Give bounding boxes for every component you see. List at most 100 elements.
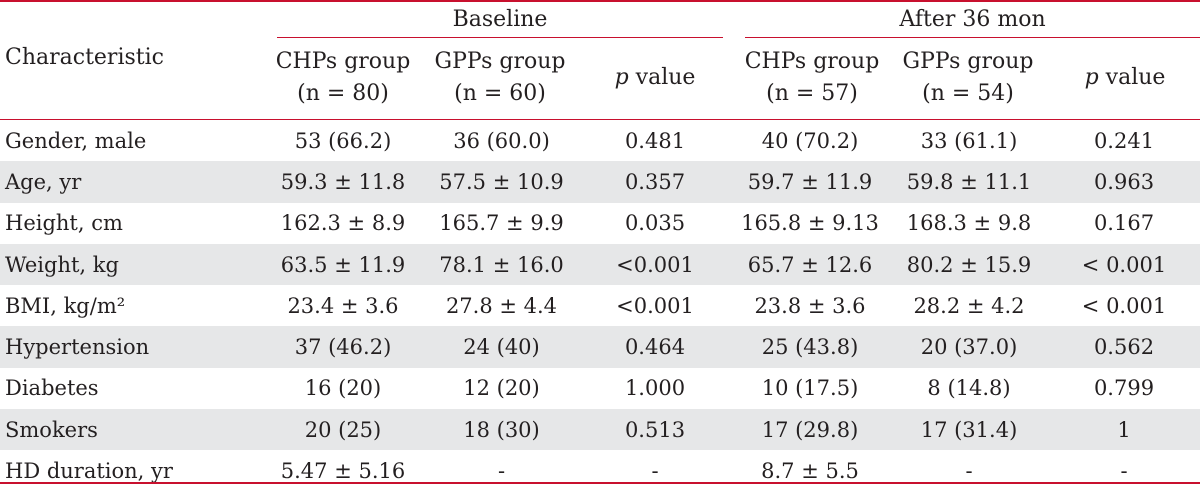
baseline-gpps-cell: -: [497, 459, 506, 484]
table-row: Height, cm 162.3 ± 8.9 165.7 ± 9.9 0.035…: [0, 203, 1200, 244]
after-gpps-cell: -: [965, 459, 973, 484]
row-label: HD duration, yr: [5, 459, 173, 484]
row-label: Gender, male: [5, 128, 147, 153]
top-rule: [0, 0, 1200, 2]
baseline-chps-group-header: CHPs group (n = 80): [263, 46, 423, 110]
table-row: HD duration, yr 5.47 ± 5.16 - - 8.7 ± 5.…: [0, 450, 1200, 491]
after-gpps-cell: 20 (37.0): [890, 326, 1048, 368]
baseline-p-cell: 0.513: [580, 409, 730, 451]
value-word: value: [628, 65, 696, 90]
table-row: Gender, male 53 (66.2) 36 (60.0) 0.481 4…: [0, 120, 1200, 161]
p-symbol: p: [614, 65, 629, 90]
row-label: Smokers: [0, 409, 263, 451]
after-p-cell: < 0.001: [1048, 243, 1200, 286]
value-word: value: [1098, 65, 1166, 90]
baseline-gpps-cell: 24 (40): [423, 326, 580, 368]
after-chps-group-header: CHPs group (n = 57): [732, 46, 892, 110]
baseline-gpps-cell: 36 (60.0): [453, 128, 550, 153]
baseline-chps-cell: 16 (20): [304, 376, 382, 401]
baseline-gpps-cell: 165.7 ± 9.9: [439, 211, 564, 236]
after-chps-cell: 17 (29.8): [730, 409, 890, 451]
bottom-rule: [0, 482, 1200, 484]
baseline-p-cell: <0.001: [580, 243, 730, 286]
baseline-gpps-cell: 27.8 ± 4.4: [445, 293, 558, 318]
baseline-chps-cell: 53 (66.2): [294, 128, 392, 153]
row-label: Hypertension: [0, 326, 263, 368]
baseline-gpps-cell: 57.5 ± 10.9: [423, 161, 580, 203]
after-p-cell: 0.167: [1093, 211, 1155, 236]
table-body: Gender, male 53 (66.2) 36 (60.0) 0.481 4…: [0, 120, 1200, 492]
row-label: Height, cm: [5, 211, 123, 236]
after-chps-cell: 59.7 ± 11.9: [730, 161, 890, 203]
group-n: (n = 57): [766, 81, 858, 106]
baseline-p-cell: 1.000: [624, 376, 686, 401]
after-p-cell: 0.241: [1093, 128, 1155, 153]
group-n: (n = 60): [454, 81, 546, 106]
after-gpps-cell: 168.3 ± 9.8: [906, 211, 1032, 236]
after-span-rule: [745, 37, 1200, 38]
after-p-value-header: p value: [1050, 63, 1200, 93]
after-p-cell: < 0.001: [1081, 293, 1167, 318]
baseline-p-cell: 0.357: [580, 161, 730, 203]
baseline-gpps-group-header: GPPs group (n = 60): [420, 46, 580, 110]
row-label: BMI, kg/m²: [5, 293, 126, 318]
baseline-p-cell: 0.035: [624, 211, 686, 236]
table-row: BMI, kg/m² 23.4 ± 3.6 27.8 ± 4.4 <0.001 …: [0, 285, 1200, 326]
baseline-chps-cell: 5.47 ± 5.16: [280, 459, 406, 484]
group-n: (n = 80): [297, 81, 389, 106]
group-name: CHPs group: [744, 49, 880, 74]
baseline-chps-cell: 23.4 ± 3.6: [287, 293, 399, 318]
after-chps-cell: 10 (17.5): [761, 376, 859, 401]
baseline-gpps-cell: 18 (30): [423, 409, 580, 451]
baseline-p-cell: 0.464: [580, 326, 730, 368]
table-row: Weight, kg 63.5 ± 11.9 78.1 ± 16.0 <0.00…: [0, 243, 1200, 286]
after-chps-cell: 23.8 ± 3.6: [754, 293, 866, 318]
baseline-chps-cell: 162.3 ± 8.9: [280, 211, 406, 236]
after-p-cell: -: [1120, 459, 1128, 484]
baseline-header: Baseline: [452, 7, 548, 32]
baseline-p-value-header: p value: [580, 63, 730, 93]
baseline-chps-cell: 59.3 ± 11.8: [263, 161, 423, 203]
after-36-mon-header: After 36 mon: [899, 7, 1046, 32]
baseline-p-cell: <0.001: [616, 293, 694, 318]
after-chps-cell: 65.7 ± 12.6: [730, 243, 890, 286]
row-label: Weight, kg: [0, 243, 263, 286]
baseline-chps-cell: 37 (46.2): [263, 326, 423, 368]
baseline-gpps-cell: 78.1 ± 16.0: [423, 243, 580, 286]
baseline-span-rule: [277, 37, 723, 38]
baseline-p-cell: 0.481: [624, 128, 686, 153]
after-p-cell: 0.799: [1093, 376, 1155, 401]
group-name: GPPs group: [434, 49, 566, 74]
after-gpps-cell: 28.2 ± 4.2: [913, 293, 1025, 318]
after-p-cell: 0.562: [1048, 326, 1200, 368]
p-symbol: p: [1084, 65, 1099, 90]
group-name: GPPs group: [902, 49, 1034, 74]
group-n: (n = 54): [922, 81, 1014, 106]
table-row: Hypertension 37 (46.2) 24 (40) 0.464 25 …: [0, 326, 1200, 368]
header-bottom-rule: [0, 119, 1200, 120]
after-gpps-cell: 17 (31.4): [890, 409, 1048, 451]
row-label: Age, yr: [0, 161, 263, 203]
baseline-chps-cell: 20 (25): [263, 409, 423, 451]
after-chps-cell: 8.7 ± 5.5: [761, 459, 859, 484]
after-gpps-cell: 80.2 ± 15.9: [890, 243, 1048, 286]
after-p-cell: 1: [1048, 409, 1200, 451]
after-gpps-cell: 59.8 ± 11.1: [890, 161, 1048, 203]
after-chps-cell: 40 (70.2): [761, 128, 859, 153]
after-chps-cell: 25 (43.8): [730, 326, 890, 368]
after-gpps-cell: 8 (14.8): [927, 376, 1011, 401]
baseline-p-cell: -: [651, 459, 659, 484]
after-gpps-group-header: GPPs group (n = 54): [888, 46, 1048, 110]
after-chps-cell: 165.8 ± 9.13: [741, 211, 879, 236]
after-gpps-cell: 33 (61.1): [920, 128, 1018, 153]
baseline-chps-cell: 63.5 ± 11.9: [263, 243, 423, 286]
baseline-gpps-cell: 12 (20): [463, 376, 540, 401]
characteristic-header: Characteristic: [5, 45, 164, 70]
row-label: Diabetes: [5, 376, 99, 401]
table-row: Age, yr 59.3 ± 11.8 57.5 ± 10.9 0.357 59…: [0, 161, 1200, 203]
table-row: Diabetes 16 (20) 12 (20) 1.000 10 (17.5)…: [0, 368, 1200, 409]
after-p-cell: 0.963: [1048, 161, 1200, 203]
group-name: CHPs group: [275, 49, 411, 74]
table-row: Smokers 20 (25) 18 (30) 0.513 17 (29.8) …: [0, 409, 1200, 451]
